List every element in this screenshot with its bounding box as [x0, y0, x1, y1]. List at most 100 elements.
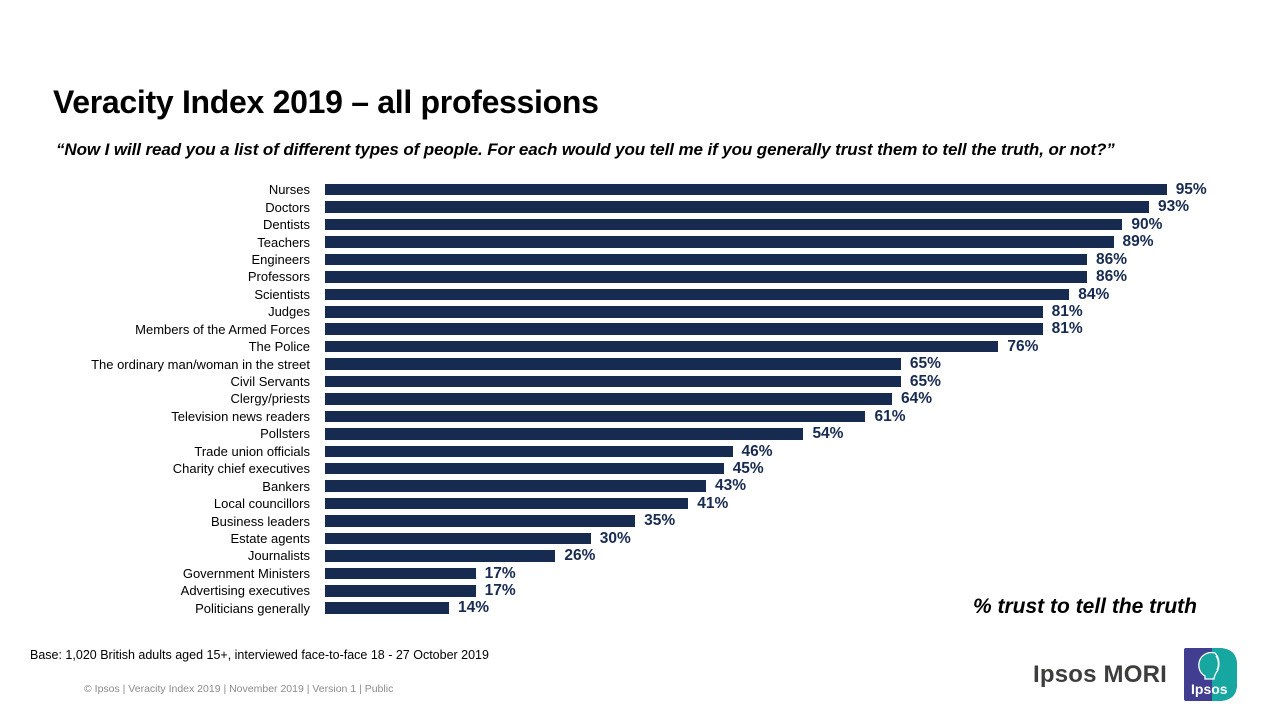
category-label: Clergy/priests	[230, 391, 310, 407]
bar-row: Government Ministers 17%	[0, 565, 1280, 582]
value-label: 81%	[1051, 320, 1083, 338]
value-label: 35%	[644, 512, 676, 530]
category-label: Journalists	[247, 548, 310, 564]
copyright-footer: © Ipsos | Veracity Index 2019 | November…	[84, 683, 394, 695]
bar-chart: Nurses 95% Doctors 93% Dentists 90% Teac…	[0, 181, 1280, 617]
bar-row: Teachers 89%	[0, 233, 1280, 250]
bar-row: Engineers 86%	[0, 251, 1280, 268]
bar-row: Civil Servants 65%	[0, 373, 1280, 390]
bar	[325, 306, 1043, 318]
value-label: 86%	[1095, 250, 1127, 268]
logo-text: Ipsos	[1191, 681, 1228, 697]
category-label: Estate agents	[230, 530, 311, 546]
value-label: 89%	[1122, 233, 1154, 251]
bar	[325, 567, 476, 580]
category-label: Doctors	[265, 199, 310, 215]
bar	[325, 602, 450, 614]
value-label: 61%	[874, 407, 906, 425]
bar	[325, 410, 866, 423]
value-label: 86%	[1095, 268, 1127, 286]
category-label: Civil Servants	[230, 374, 310, 390]
value-label: 90%	[1131, 215, 1163, 233]
category-label: Trade union officials	[194, 443, 310, 459]
bar	[325, 480, 706, 492]
bar	[325, 532, 591, 545]
bar-row: The Police 76%	[0, 338, 1280, 355]
category-label: Government Ministers	[182, 565, 310, 581]
bar	[325, 462, 724, 475]
category-label: Television news readers	[171, 408, 310, 424]
bar-row: Trade union officials 46%	[0, 443, 1280, 460]
survey-question-subtitle: “Now I will read you a list of different…	[56, 140, 1115, 159]
bar	[325, 428, 804, 440]
value-label: 54%	[812, 425, 844, 443]
value-label: 45%	[732, 459, 764, 477]
category-label: The ordinary man/woman in the street	[91, 356, 310, 372]
bar	[325, 358, 901, 370]
bar-row: Doctors 93%	[0, 198, 1280, 215]
bar	[325, 253, 1087, 266]
value-label: 43%	[714, 477, 746, 495]
value-label: 14%	[458, 599, 490, 617]
bar-row: Professors 86%	[0, 268, 1280, 285]
ipsos-mori-wordmark: Ipsos MORI	[1032, 661, 1167, 688]
bar	[325, 218, 1123, 231]
bar	[325, 515, 636, 527]
bar-row: Journalists 26%	[0, 547, 1280, 564]
value-label: 95%	[1175, 180, 1207, 198]
category-label: Local councillors	[213, 496, 310, 512]
bar-row: The ordinary man/woman in the street 65%	[0, 355, 1280, 372]
bar-row: Charity chief executives 45%	[0, 460, 1280, 477]
value-label: 65%	[909, 355, 941, 373]
value-label: 41%	[697, 494, 729, 512]
value-axis-note: % trust to tell the truth	[973, 595, 1197, 618]
bar	[325, 340, 999, 353]
bar-row: Scientists 84%	[0, 286, 1280, 303]
value-label: 17%	[484, 564, 516, 582]
bar	[325, 585, 476, 597]
category-label: Members of the Armed Forces	[135, 321, 310, 337]
category-label: The Police	[248, 339, 310, 355]
bar	[325, 271, 1087, 283]
category-label: Bankers	[262, 478, 310, 494]
category-label: Nurses	[268, 182, 310, 198]
bar	[325, 393, 893, 405]
value-label: 76%	[1007, 337, 1039, 355]
bar	[325, 323, 1043, 335]
category-label: Professors	[247, 269, 310, 285]
category-label: Engineers	[251, 251, 310, 267]
bar-row: Clergy/priests 64%	[0, 390, 1280, 407]
category-label: Charity chief executives	[172, 461, 310, 477]
category-label: Teachers	[257, 234, 310, 250]
bar	[325, 497, 689, 510]
face-profile-line-icon	[1215, 655, 1219, 671]
category-label: Pollsters	[260, 426, 310, 442]
page-title: Veracity Index 2019 – all professions	[53, 84, 599, 120]
bar-row: Politicians generally 14%	[0, 600, 1280, 617]
category-label: Dentists	[263, 217, 310, 233]
category-label: Scientists	[254, 286, 310, 302]
bar-row: Television news readers 61%	[0, 408, 1280, 425]
bar-row: Judges 81%	[0, 303, 1280, 320]
bar	[325, 375, 901, 388]
bar-row: Nurses 95%	[0, 181, 1280, 198]
bar-row: Advertising executives 17%	[0, 582, 1280, 599]
base-note: Base: 1,020 British adults aged 15+, int…	[30, 648, 489, 662]
bar	[325, 550, 556, 562]
value-label: 81%	[1051, 303, 1083, 321]
value-label: 64%	[901, 390, 933, 408]
category-label: Advertising executives	[180, 583, 310, 599]
value-label: 30%	[599, 529, 631, 547]
bar-row: Bankers 43%	[0, 477, 1280, 494]
value-label: 84%	[1078, 285, 1110, 303]
category-label: Judges	[268, 304, 310, 320]
bar-row: Estate agents 30%	[0, 530, 1280, 547]
bar-row: Business leaders 35%	[0, 512, 1280, 529]
ipsos-logo-graphic: Ipsos	[1184, 648, 1237, 701]
bar	[325, 183, 1167, 196]
bar-row: Members of the Armed Forces 81%	[0, 321, 1280, 338]
value-label: 46%	[741, 442, 773, 460]
ipsos-logo: Ipsos	[1184, 648, 1237, 701]
bar	[325, 445, 733, 458]
bar	[325, 201, 1149, 213]
